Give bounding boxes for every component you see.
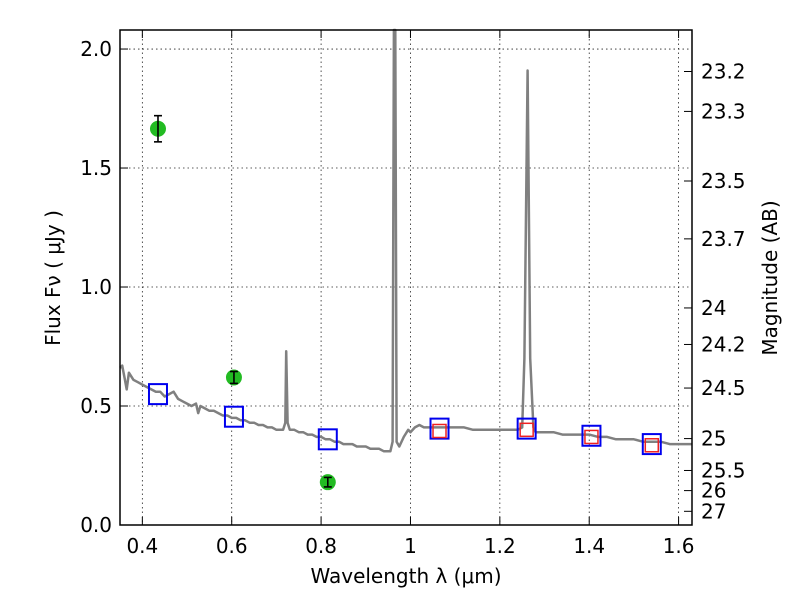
- x-axis-label: Wavelength λ (μm): [310, 564, 501, 588]
- y-tick-label: 1.5: [80, 156, 112, 180]
- model-band-flux-square: [147, 383, 168, 406]
- series-layer: [119, 28, 692, 491]
- measured-band-flux-square: [584, 429, 599, 445]
- mag-tick-label: 23.2: [701, 60, 746, 84]
- x-tick-label: 1: [404, 534, 417, 558]
- mag-tick-label: 24.5: [701, 376, 746, 400]
- grid-layer: [120, 30, 692, 526]
- model-band-flux-square: [641, 433, 662, 456]
- tick-layer: 0.4 0.6 0.8 1 1.2 1.4 1.6 0.0 0.5 1.0 1.5 2.0 23.2 23…: [80, 30, 746, 558]
- y-tick-label: 0.0: [80, 513, 112, 537]
- mag-tick-label: 25.5: [701, 458, 746, 482]
- x-tick-label: 1.2: [484, 534, 516, 558]
- model-band-flux-square: [223, 405, 244, 428]
- mag-tick-label: 24.2: [701, 332, 746, 356]
- measured-band-flux-square: [432, 423, 447, 439]
- mag-tick-label: 25: [701, 427, 726, 451]
- x-tick-label: 1.4: [573, 534, 605, 558]
- y-tick-label: 0.5: [80, 394, 112, 418]
- model-band-flux-square: [581, 424, 602, 447]
- mag-tick-label: 23.5: [701, 169, 746, 193]
- mag-tick-label: 24: [701, 296, 726, 320]
- plot-frame: [119, 29, 693, 526]
- y-right-axis-label: Magnitude (AB): [758, 200, 782, 355]
- mag-tick-label: 26: [701, 479, 726, 503]
- x-tick-label: 0.8: [305, 534, 337, 558]
- measured-band-flux-square: [644, 438, 660, 453]
- mag-tick-label: 27: [701, 499, 726, 523]
- x-tick-label: 0.6: [216, 534, 248, 558]
- model-band-flux-square: [429, 417, 450, 440]
- x-tick-label: 1.6: [663, 534, 695, 558]
- model-band-flux-square: [516, 417, 537, 440]
- y-tick-label: 1.0: [80, 275, 112, 299]
- x-tick-label: 0.4: [126, 534, 158, 558]
- model-spectrum-line: [119, 28, 692, 453]
- model-band-flux-square: [317, 428, 338, 451]
- mag-tick-label: 23.3: [701, 99, 746, 123]
- y-axis-label: Flux Fν ( μJy ): [41, 210, 65, 346]
- y-tick-label: 2.0: [80, 37, 112, 61]
- mag-tick-label: 23.7: [701, 227, 746, 251]
- measured-band-flux-square: [519, 422, 534, 438]
